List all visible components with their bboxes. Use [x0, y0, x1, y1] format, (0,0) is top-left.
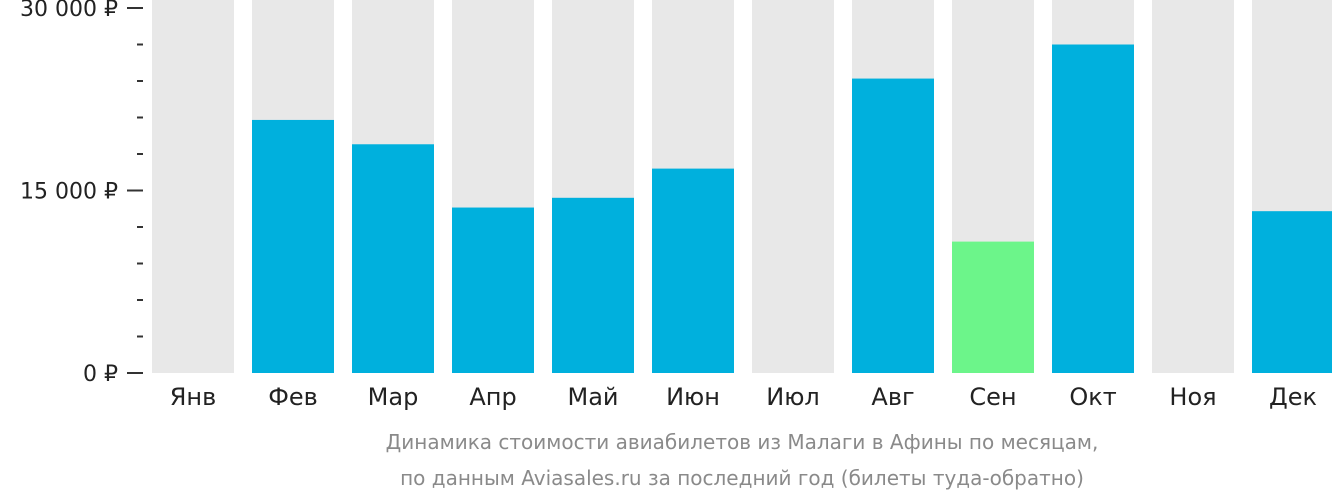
x-tick-label: Дек: [1269, 383, 1317, 411]
background-bar-0: [152, 0, 234, 373]
x-tick-label: Янв: [170, 383, 217, 411]
chart-caption-line2: по данным Aviasales.ru за последний год …: [400, 466, 1084, 490]
bar-Окт[interactable]: [1052, 44, 1134, 374]
y-axis: 30 000 ₽ 15 000 ₽ 0 ₽: [20, 0, 143, 387]
x-tick-label: Сен: [969, 383, 1016, 411]
bar-Июн[interactable]: [652, 168, 734, 373]
y-tick-label: 30 000 ₽: [20, 0, 118, 22]
x-tick-label: Мар: [368, 383, 419, 411]
x-tick-label: Фев: [268, 383, 318, 411]
x-tick-label: Авг: [871, 383, 914, 411]
bar-Май[interactable]: [552, 197, 634, 373]
bar-Дек[interactable]: [1252, 211, 1332, 373]
bar-Апр[interactable]: [452, 207, 534, 373]
background-bar-6: [752, 0, 834, 373]
price-bars: [252, 44, 1332, 374]
x-tick-label: Май: [567, 383, 618, 411]
x-axis: Янв Фев Мар Апр Май Июн Июл Авг Сен Окт Ноя Дек: [170, 383, 1317, 411]
price-chart: 30 000 ₽ 15 000 ₽ 0 ₽ Янв Фев Мар Апр Май Июн Ию…: [20, 0, 1332, 411]
x-tick-label: Апр: [469, 383, 516, 411]
bar-Авг[interactable]: [852, 78, 934, 374]
x-tick-label: Ноя: [1169, 383, 1216, 411]
bar-Сен[interactable]: [952, 241, 1034, 373]
y-tick-label: 0 ₽: [83, 362, 118, 387]
y-tick-label: 15 000 ₽: [20, 180, 118, 205]
bar-Мар[interactable]: [352, 144, 434, 373]
x-tick-label: Июл: [766, 383, 820, 411]
bar-Фев[interactable]: [252, 119, 334, 373]
background-bar-10: [1152, 0, 1234, 373]
chart-caption-line1: Динамика стоимости авиабилетов из Малаги…: [385, 430, 1099, 454]
x-tick-label: Июн: [666, 383, 720, 411]
x-tick-label: Окт: [1069, 383, 1116, 411]
